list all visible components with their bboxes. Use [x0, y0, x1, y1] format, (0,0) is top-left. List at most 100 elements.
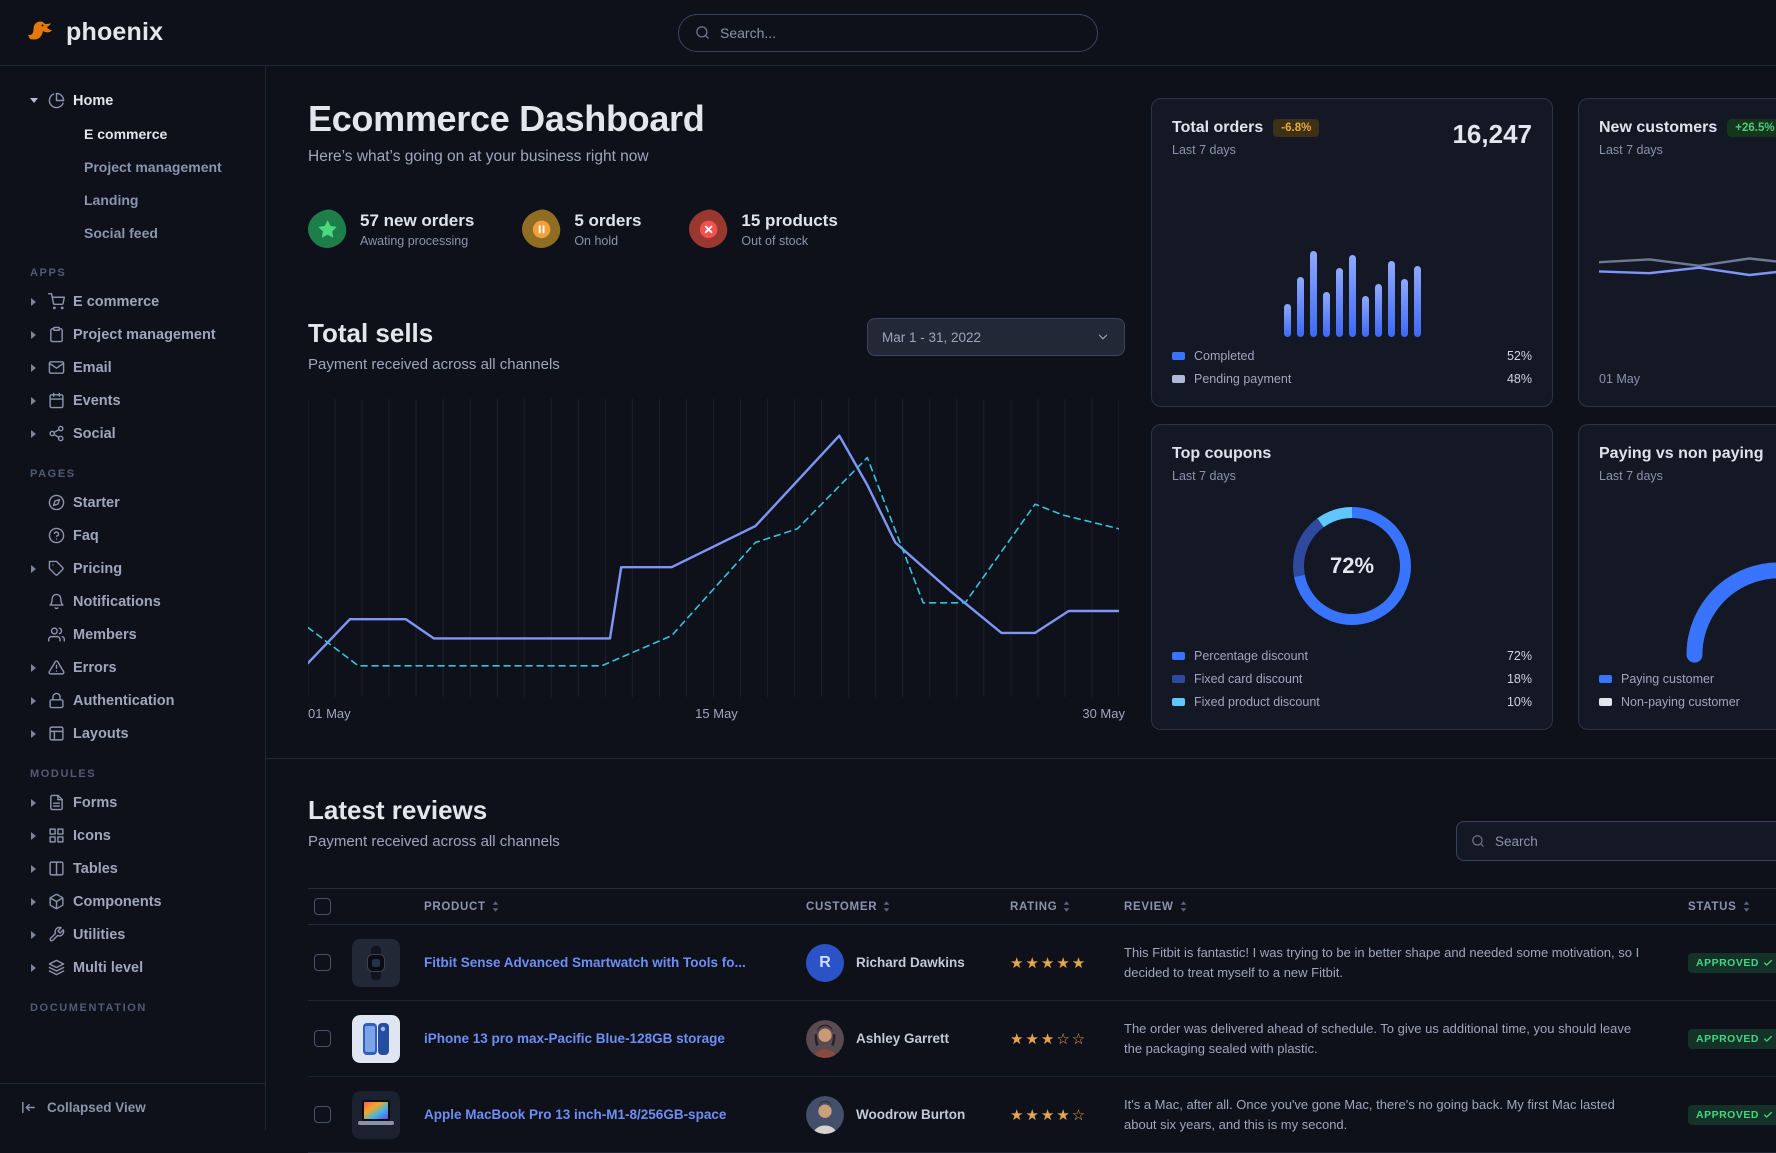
product-image[interactable] — [352, 1015, 400, 1063]
sidebar-item-utilities[interactable]: Utilities — [16, 918, 255, 951]
new-customers-line-chart — [1599, 157, 1776, 370]
table-row: iPhone 13 pro max-Pacific Blue-128GB sto… — [308, 1001, 1776, 1077]
sidebar-item-layouts[interactable]: Layouts — [16, 717, 255, 750]
caret-right-icon — [28, 929, 39, 940]
layers-icon — [48, 959, 65, 976]
stat-value: 5 orders — [574, 211, 641, 231]
rating-stars: ★★★☆☆ — [1004, 1030, 1116, 1048]
legend-value: 18% — [1507, 672, 1532, 686]
column-header-product[interactable]: PRODUCT — [416, 901, 794, 913]
caret-down-icon — [28, 95, 39, 106]
row-checkbox[interactable] — [314, 954, 331, 971]
sidebar-item-icons[interactable]: Icons — [16, 819, 255, 852]
sidebar-item-email[interactable]: Email — [16, 351, 255, 384]
product-image[interactable] — [352, 1091, 400, 1139]
total-orders-badge: -6.8% — [1273, 119, 1319, 137]
stat-on-hold: 5 orders On hold — [522, 210, 641, 248]
card-period: Last 7 days — [1172, 143, 1319, 157]
sidebar-item-members[interactable]: Members — [16, 618, 255, 651]
stat-caption: On hold — [574, 234, 641, 248]
sidebar-item-project-management[interactable]: Project management — [16, 150, 255, 183]
legend-item: Fixed card discount 18% — [1172, 672, 1532, 686]
product-link[interactable]: Apple MacBook Pro 13 inch-M1-8/256GB-spa… — [416, 1107, 794, 1122]
columns-icon — [48, 860, 65, 877]
total-sells-subtitle: Payment received across all channels — [308, 356, 560, 373]
calendar-icon — [48, 392, 65, 409]
sidebar-item-home[interactable]: Home — [16, 84, 255, 117]
select-all-checkbox[interactable] — [314, 898, 331, 915]
global-search-input[interactable] — [720, 25, 1081, 41]
sidebar-item-notifications[interactable]: Notifications — [16, 585, 255, 618]
product-link[interactable]: iPhone 13 pro max-Pacific Blue-128GB sto… — [416, 1031, 794, 1046]
top-coupons-legend: Percentage discount 72% Fixed card disco… — [1172, 649, 1532, 709]
sidebar-item-forms[interactable]: Forms — [16, 786, 255, 819]
sidebar-item-e-commerce[interactable]: E commerce — [16, 285, 255, 318]
column-header-status[interactable]: STATUS — [1680, 901, 1776, 913]
collapse-sidebar-icon — [20, 1099, 37, 1116]
brand[interactable]: phoenix — [24, 17, 163, 49]
grid-icon — [48, 827, 65, 844]
check-icon — [1763, 1110, 1773, 1120]
page-subtitle: Here’s what’s going on at your business … — [308, 148, 1125, 166]
pause-badge-icon — [519, 206, 564, 251]
donut-center: 72% — [1304, 518, 1400, 614]
legend-swatch — [1172, 652, 1185, 660]
card-title: New customers — [1599, 119, 1717, 137]
sidebar-item-social-feed[interactable]: Social feed — [16, 216, 255, 249]
sidebar-item-events[interactable]: Events — [16, 384, 255, 417]
sidebar-item-landing[interactable]: Landing — [16, 183, 255, 216]
column-header-customer[interactable]: CUSTOMER — [794, 901, 1004, 913]
sidebar-item-project-management[interactable]: Project management — [16, 318, 255, 351]
legend-label: Paying customer — [1621, 672, 1714, 686]
caret-right-icon — [28, 728, 39, 739]
total-sells-line-chart — [308, 399, 1119, 697]
card-new-customers: New customers +26.5% Last 7 days 01 May — [1578, 98, 1776, 407]
sidebar-item-tables[interactable]: Tables — [16, 852, 255, 885]
product-link[interactable]: Fitbit Sense Advanced Smartwatch with To… — [416, 955, 794, 970]
rating-stars: ★★★★★ — [1004, 954, 1116, 972]
sidebar-item-label: Tables — [73, 861, 118, 877]
card-title: Paying vs non paying — [1599, 445, 1763, 463]
legend-item: Percentage discount 72% — [1172, 649, 1532, 663]
avatar: R — [806, 944, 844, 982]
cart-icon — [48, 293, 65, 310]
date-range-select[interactable]: Mar 1 - 31, 2022 — [867, 318, 1125, 356]
sidebar-item-faq[interactable]: Faq — [16, 519, 255, 552]
row-checkbox[interactable] — [314, 1030, 331, 1047]
sidebar-item-label: Errors — [73, 660, 117, 676]
tag-icon — [48, 560, 65, 577]
product-image[interactable] — [352, 939, 400, 987]
card-title: Top coupons — [1172, 445, 1271, 463]
reviews-search-input[interactable] — [1495, 834, 1771, 849]
legend-label: Fixed product discount — [1194, 695, 1320, 709]
sidebar-item-starter[interactable]: Starter — [16, 486, 255, 519]
reviews-search[interactable] — [1456, 821, 1776, 861]
column-header-review[interactable]: REVIEW — [1116, 901, 1680, 913]
sidebar-item-social[interactable]: Social — [16, 417, 255, 450]
pause-icon — [531, 219, 552, 240]
sidebar-item-components[interactable]: Components — [16, 885, 255, 918]
sidebar-item-label: Multi level — [73, 960, 143, 976]
top-coupons-donut-chart: 72% — [1172, 483, 1532, 649]
search-icon — [1471, 834, 1485, 848]
collapse-view-button[interactable]: Collapsed View — [0, 1083, 265, 1130]
sidebar-item-authentication[interactable]: Authentication — [16, 684, 255, 717]
bar — [1375, 284, 1382, 337]
stat-caption: Out of stock — [741, 234, 837, 248]
legend-value: 48% — [1507, 372, 1532, 386]
help-icon — [48, 527, 65, 544]
global-search[interactable] — [678, 14, 1098, 52]
row-checkbox[interactable] — [314, 1106, 331, 1123]
sidebar-item-pricing[interactable]: Pricing — [16, 552, 255, 585]
legend-label: Non-paying customer — [1621, 695, 1740, 709]
sidebar-item-label: Pricing — [73, 561, 122, 577]
avatar — [806, 1020, 844, 1058]
column-header-rating[interactable]: RATING — [1004, 901, 1116, 913]
x-axis-label: 01 May — [1599, 372, 1776, 386]
sidebar-item-multi-level[interactable]: Multi level — [16, 951, 255, 984]
sidebar-item-errors[interactable]: Errors — [16, 651, 255, 684]
page-title: Ecommerce Dashboard — [308, 98, 1125, 140]
bar — [1323, 292, 1330, 337]
sidebar-item-e-commerce[interactable]: E commerce — [16, 117, 255, 150]
